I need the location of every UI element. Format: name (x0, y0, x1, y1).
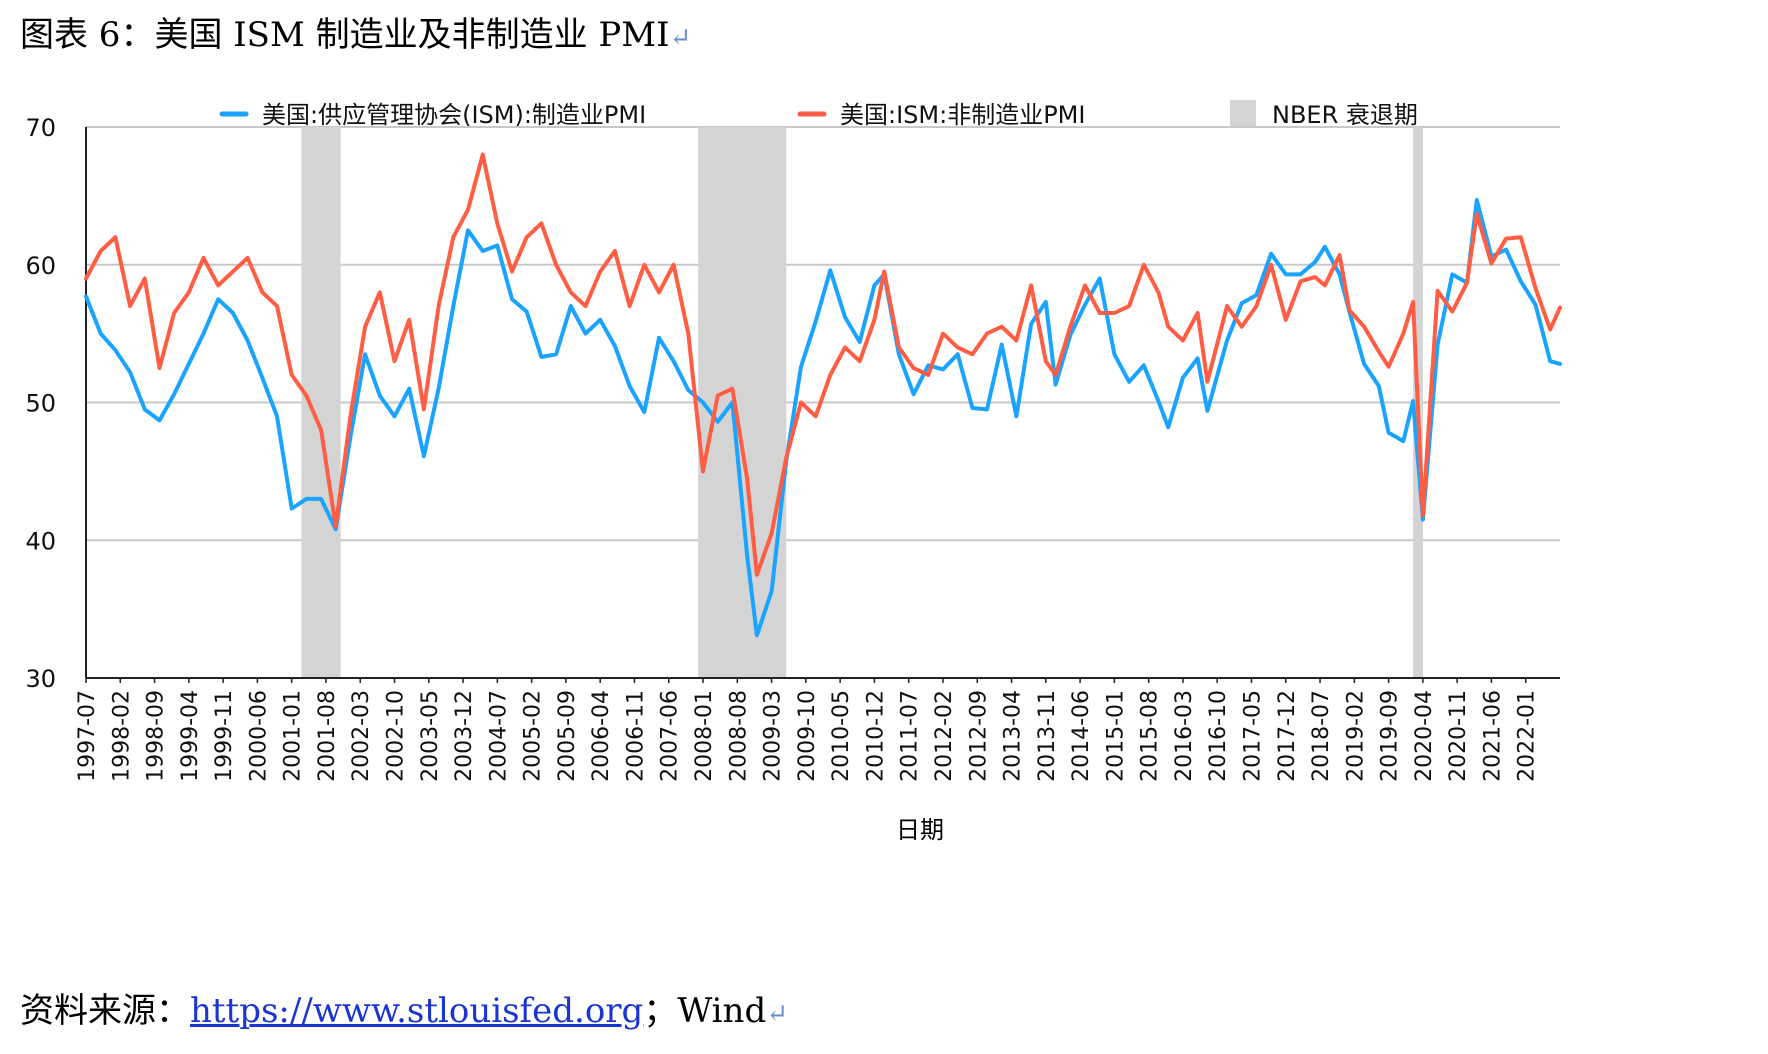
x-tick-label-2020-04: 2020-04 (1412, 690, 1437, 782)
legend-label-1: 美国:ISM:非制造业PMI (840, 101, 1085, 129)
x-tick-label-2018-07: 2018-07 (1309, 690, 1334, 782)
x-tick-label-2007-06: 2007-06 (658, 690, 683, 782)
chart-axes (85, 127, 1560, 679)
y-tick-label-30: 30 (25, 665, 56, 693)
x-tick-label-1998-09: 1998-09 (144, 690, 169, 782)
x-tick-label-2013-04: 2013-04 (1001, 690, 1026, 782)
x-tick-label-1997-07: 1997-07 (75, 690, 100, 782)
legend-label-0: 美国:供应管理协会(ISM):制造业PMI (262, 101, 646, 129)
x-tick-label-2017-05: 2017-05 (1240, 690, 1265, 782)
x-tick-label-2020-11: 2020-11 (1446, 690, 1471, 782)
x-tick-label-2016-03: 2016-03 (1172, 690, 1197, 782)
x-tick-label-2003-12: 2003-12 (452, 690, 477, 782)
x-tick-label-2022-01: 2022-01 (1515, 690, 1540, 782)
y-tick-label-50: 50 (25, 390, 56, 418)
x-tick-label-2002-03: 2002-03 (349, 690, 374, 782)
source-note: 资料来源：https://www.stlouisfed.org；Wind↵ (20, 988, 788, 1037)
series-line-non-manufacturing (84, 152, 1562, 577)
x-tick-label-2001-08: 2001-08 (315, 690, 340, 782)
x-tick-label-2012-09: 2012-09 (966, 690, 991, 782)
x-tick-label-2021-06: 2021-06 (1480, 690, 1505, 782)
x-tick-label-2013-11: 2013-11 (1035, 690, 1060, 782)
chart-legend: 美国:供应管理协会(ISM):制造业PMI 美国:ISM:非制造业PMI NBER … (219, 100, 1418, 129)
source-separator: ； (643, 991, 678, 1031)
x-tick-label-2010-12: 2010-12 (863, 690, 888, 782)
x-tick-label-2016-10: 2016-10 (1206, 690, 1231, 782)
x-tick-label-2005-09: 2005-09 (555, 690, 580, 782)
y-tick-label-70: 70 (25, 114, 56, 142)
x-tick-label-1998-02: 1998-02 (109, 690, 134, 782)
y-tick-label-60: 60 (25, 252, 56, 280)
x-tick-label-2017-12: 2017-12 (1275, 690, 1300, 782)
x-tick-label-2000-06: 2000-06 (246, 690, 271, 782)
source-link[interactable]: https://www.stlouisfed.org (190, 991, 644, 1031)
source-tail: Wind (677, 991, 767, 1031)
x-tick-label-1999-11: 1999-11 (212, 690, 237, 782)
recession-band-1 (698, 127, 787, 678)
x-tick-label-2014-06: 2014-06 (1069, 690, 1094, 782)
figure-title-text: 图表 6：美国 ISM 制造业及非制造业 PMI (20, 15, 670, 55)
x-axis-title: 日期 (896, 816, 944, 844)
x-tick-label-2003-05: 2003-05 (418, 690, 443, 782)
x-tick-label-2012-02: 2012-02 (932, 690, 957, 782)
x-tick-label-2011-07: 2011-07 (898, 690, 923, 782)
x-tick-label-2006-04: 2006-04 (589, 690, 614, 782)
x-tick-label-2019-09: 2019-09 (1378, 690, 1403, 782)
source-label: 资料来源： (20, 991, 190, 1031)
x-tick-label-2010-05: 2010-05 (829, 690, 854, 782)
x-tick-label-2019-02: 2019-02 (1343, 690, 1368, 782)
x-tick-labels: 1997-07 1998-02 1998-09 1999-04 1999-11 2000-… (75, 678, 1540, 782)
x-tick-label-2006-11: 2006-11 (623, 690, 648, 782)
y-tick-label-40: 40 (25, 527, 56, 555)
x-tick-label-2008-01: 2008-01 (692, 690, 717, 782)
pmi-line-chart: 美国:供应管理协会(ISM):制造业PMI 美国:ISM:非制造业PMI NBER … (25, 100, 1562, 844)
x-tick-label-2009-10: 2009-10 (795, 690, 820, 782)
x-tick-label-2009-03: 2009-03 (761, 690, 786, 782)
x-tick-label-2004-07: 2004-07 (486, 690, 511, 782)
series-lines (84, 152, 1562, 638)
legend-swatch-2 (1230, 100, 1256, 128)
x-tick-label-2002-10: 2002-10 (384, 690, 409, 782)
x-tick-label-2008-08: 2008-08 (726, 690, 751, 782)
legend-label-2: NBER 衰退期 (1272, 101, 1418, 129)
return-mark-icon: ↵ (669, 23, 692, 53)
source-return-mark-icon: ↵ (766, 999, 789, 1029)
x-tick-label-1999-04: 1999-04 (178, 690, 203, 782)
figure-title: 图表 6：美国 ISM 制造业及非制造业 PMI↵ (20, 12, 691, 61)
x-tick-label-2015-01: 2015-01 (1103, 690, 1128, 782)
y-gridlines: 30 40 50 60 70 (25, 114, 1560, 693)
x-tick-label-2015-08: 2015-08 (1138, 690, 1163, 782)
x-tick-label-2001-01: 2001-01 (281, 690, 306, 782)
x-tick-label-2005-02: 2005-02 (521, 690, 546, 782)
